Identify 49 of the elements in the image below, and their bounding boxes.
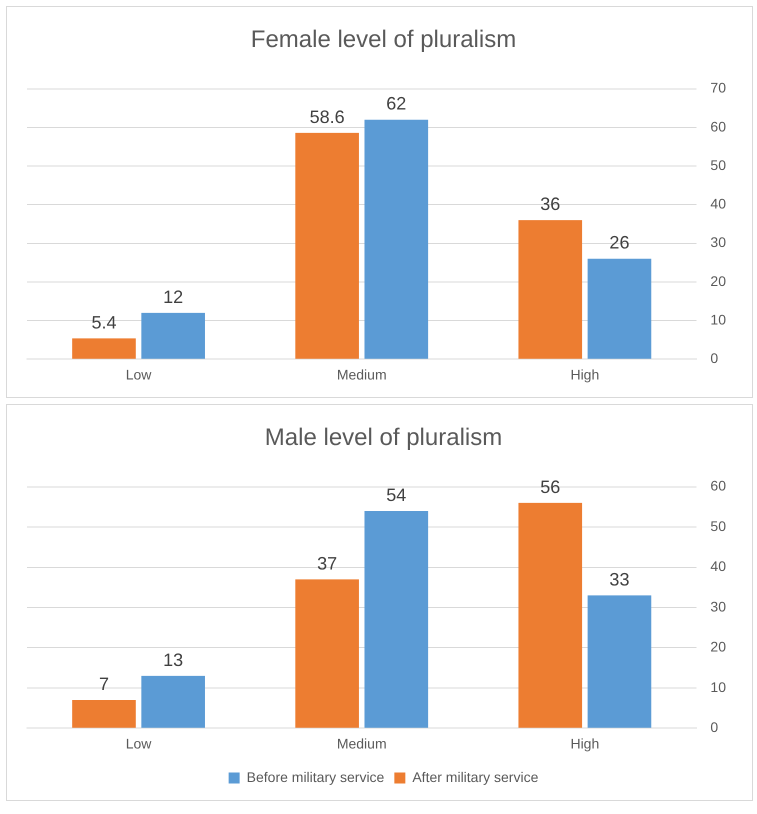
y-tick-label: 10 xyxy=(710,311,726,328)
y-tick-label: 30 xyxy=(710,598,726,614)
bar xyxy=(518,502,582,728)
y-tick-label: 40 xyxy=(710,558,726,574)
bar xyxy=(141,676,205,728)
y-tick-label: 20 xyxy=(710,272,726,289)
y-tick-label: 20 xyxy=(710,638,726,655)
y-tick-label: 0 xyxy=(710,350,718,366)
x-tick-label: Low xyxy=(126,735,152,752)
y-tick-label: 70 xyxy=(710,80,726,96)
y-tick-label: 40 xyxy=(710,196,726,212)
bar xyxy=(141,312,205,359)
x-tick-label: Low xyxy=(126,366,152,382)
bar xyxy=(295,132,359,359)
x-tick-label: High xyxy=(570,735,600,752)
data-label: 7 xyxy=(98,674,109,694)
y-tick-label: 50 xyxy=(710,156,726,173)
bar xyxy=(588,595,652,728)
chart-title: Male level of pluralism xyxy=(264,424,502,452)
legend-label: Before military service xyxy=(246,768,385,785)
bar xyxy=(72,700,136,728)
bar xyxy=(72,338,136,359)
data-label: 36 xyxy=(540,194,560,214)
y-tick-label: 60 xyxy=(710,118,726,134)
y-tick-label: 30 xyxy=(710,234,726,250)
y-tick-label: 10 xyxy=(710,678,726,695)
y-tick-label: 50 xyxy=(710,518,726,534)
x-tick-label: Medium xyxy=(336,366,387,382)
bar xyxy=(518,220,582,359)
data-label: 37 xyxy=(317,553,338,574)
data-label: 12 xyxy=(163,286,184,307)
bar xyxy=(364,510,428,728)
x-tick-label: High xyxy=(570,366,600,382)
y-tick-label: 0 xyxy=(710,719,718,736)
x-tick-label: Medium xyxy=(336,735,387,752)
data-label: 33 xyxy=(609,569,630,590)
data-label: 58.6 xyxy=(310,106,345,127)
y-tick-label: 60 xyxy=(710,478,726,494)
legend-label: After military service xyxy=(412,768,539,785)
data-label: 13 xyxy=(163,650,184,670)
data-label: 5.4 xyxy=(91,312,116,332)
data-label: 26 xyxy=(609,232,630,253)
bar xyxy=(588,258,652,359)
chart-title: Female level of pluralism xyxy=(250,26,516,54)
data-label: 54 xyxy=(386,484,406,505)
data-label: 56 xyxy=(540,476,560,497)
data-label: 62 xyxy=(386,94,406,114)
bar xyxy=(364,120,428,359)
bar xyxy=(295,579,359,728)
